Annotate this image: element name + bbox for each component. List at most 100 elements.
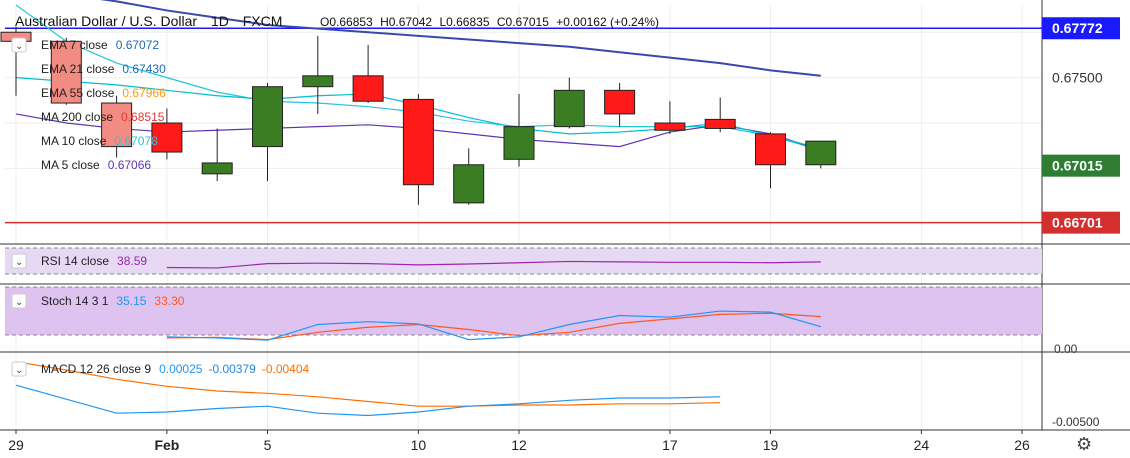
time-tick-label: 10 — [411, 437, 427, 453]
candle — [755, 132, 786, 189]
chevron-down-icon: ⌄ — [15, 365, 23, 376]
symbol-name: Australian Dollar / U.S. Dollar — [15, 13, 197, 29]
candle-body — [101, 102, 133, 148]
stoch-k-value: 35.15 — [116, 294, 146, 308]
price-label: 0.67015 — [1052, 158, 1103, 174]
rsi-line — [166, 260, 821, 269]
macd-collapse-button[interactable] — [11, 361, 27, 377]
indicator-value: 0.67066 — [108, 158, 152, 172]
stoch-d-value: 33.30 — [154, 294, 184, 308]
time-tick-label: 17 — [662, 437, 678, 453]
price-axis-labels[interactable]: 0.67772 0.67500 0.67015 0.66701 — [1042, 17, 1120, 234]
candle-body — [503, 126, 535, 160]
candle — [201, 128, 233, 182]
indicator-name: MA 200 close — [41, 110, 113, 124]
indicator-value: 0.67072 — [116, 38, 160, 52]
macd-axis-label: -0.00500 — [1052, 415, 1100, 429]
indicator-legend: ⌄ EMA 7 close 0.67072 EMA 21 close 0.67430… — [11, 37, 166, 172]
exchange: FXCM — [243, 13, 283, 29]
candle — [302, 35, 334, 114]
candle — [553, 77, 585, 129]
svg-text:Australian Dollar / U.S. Dolla: Australian Dollar / U.S. Dollar 1D FXCM — [15, 13, 282, 29]
time-tick-label: 24 — [914, 437, 930, 453]
candle-body — [654, 122, 686, 131]
indicator-value: 0.67078 — [114, 134, 158, 148]
chart-header: Australian Dollar / U.S. Dollar 1D FXCM … — [15, 13, 659, 29]
indicator-name: MA 5 close — [41, 158, 100, 172]
chevron-down-icon: ⌄ — [15, 297, 23, 308]
candle — [453, 148, 485, 205]
indicator-name: EMA 7 close — [41, 38, 108, 52]
candle-body — [453, 164, 485, 204]
time-tick-label: 12 — [511, 437, 527, 453]
stoch-collapse-button[interactable] — [11, 293, 27, 309]
candle — [101, 95, 133, 158]
candle — [252, 83, 283, 182]
price-tag — [1042, 211, 1120, 234]
candle-body — [755, 133, 786, 166]
macd-value: 0.00025 — [159, 362, 203, 376]
indicator-value: 0.68515 — [121, 110, 165, 124]
time-axis[interactable]: 29 Feb 5 10 12 17 19 24 26 — [8, 430, 1030, 453]
candle — [50, 37, 82, 105]
ohlc-low: L0.66835 — [439, 15, 489, 29]
interval: 1D — [211, 13, 229, 29]
candle-body — [201, 162, 233, 175]
indicator-name: MA 10 close — [41, 134, 107, 148]
price-label: 0.67772 — [1052, 20, 1103, 36]
indicator-value: 0.67430 — [122, 62, 166, 76]
ohlc-high: H0.67042 — [380, 15, 432, 29]
horizontal-lines — [5, 27, 1042, 224]
time-tick-label: Feb — [154, 437, 179, 453]
price-tag — [1042, 17, 1120, 40]
rsi-collapse-button[interactable] — [11, 253, 27, 269]
candle-body — [151, 122, 183, 153]
macd-signal-value: -0.00379 — [208, 362, 256, 376]
candle — [805, 140, 837, 169]
indicator-value: 0.67966 — [122, 86, 166, 100]
price-tag — [1042, 154, 1120, 177]
stoch-d-line — [166, 312, 821, 341]
time-tick-label: 5 — [264, 437, 272, 453]
candle — [151, 108, 183, 160]
macd-signal-line — [15, 361, 721, 407]
candle-body — [604, 89, 636, 115]
time-tick-label: 29 — [8, 437, 24, 453]
candle-body — [50, 40, 82, 104]
candle — [654, 101, 686, 134]
svg-text:MACD 12 26 close 90.00025-0.00: MACD 12 26 close 9 0.00025 -0.00379 -0.0040… — [41, 362, 310, 376]
svg-text:O0.66853 H0.67042: O0.66853 H0.67042 L0.66835 C0.67015 +0.0… — [320, 15, 659, 29]
candle-body — [352, 75, 384, 102]
stoch-pane[interactable]: ⌄ Stoch 14 3 1 35.15 33.30 0.00 — [5, 286, 1078, 356]
candle — [503, 93, 535, 167]
candle — [402, 93, 434, 205]
macd-line — [15, 384, 721, 417]
macd-label: MACD 12 26 close 9 — [41, 362, 151, 376]
chevron-down-icon: ⌄ — [15, 41, 23, 52]
stoch-label: Stoch 14 3 1 — [41, 294, 109, 308]
gear-icon[interactable]: ⚙ — [1076, 434, 1092, 454]
candle — [704, 97, 736, 133]
stoch-band — [5, 287, 1042, 335]
candle-body — [704, 118, 736, 129]
time-tick-label: 26 — [1014, 437, 1030, 453]
rsi-pane[interactable]: ⌄ RSI 14 close 38.59 — [5, 247, 1042, 275]
ma-line — [100, 0, 821, 77]
candle-body — [252, 86, 283, 148]
candlesticks — [0, 26, 837, 205]
candle — [352, 44, 384, 104]
ohlc-close: C0.67015 — [497, 15, 549, 29]
price-label: 0.67500 — [1052, 70, 1103, 86]
macd-hist-value: -0.00404 — [262, 362, 310, 376]
macd-pane[interactable]: ⌄ MACD 12 26 close 9 0.00025 -0.00379 -0.00… — [11, 361, 1100, 429]
legend-collapse-button[interactable] — [11, 37, 27, 53]
indicator-name: EMA 21 close — [41, 62, 115, 76]
chevron-down-icon: ⌄ — [15, 257, 23, 268]
candle — [604, 83, 636, 127]
candle-body — [302, 75, 334, 88]
